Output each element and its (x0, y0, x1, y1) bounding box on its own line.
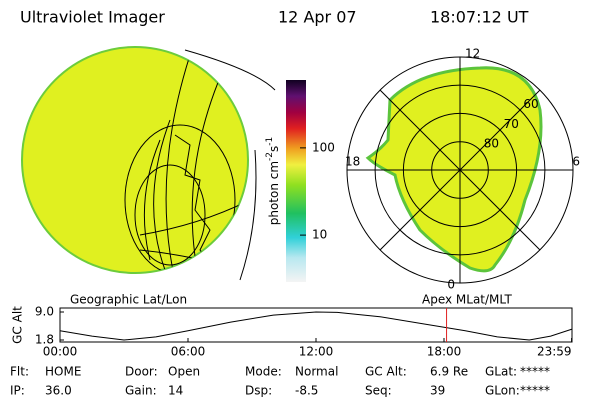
x-tick-label: 06:00 (171, 345, 206, 359)
mlt-label: 0 (447, 278, 455, 292)
altitude-line (59, 311, 573, 341)
field-value: 14 (168, 384, 183, 398)
field-value: 39 (430, 384, 445, 398)
colorbar-tick-label: 100 (312, 140, 335, 154)
mlat-ring (431, 141, 489, 199)
x-tick-label: 12:00 (299, 345, 334, 359)
mlat-ring (374, 84, 546, 256)
label-part: s (267, 146, 281, 152)
field-label: Gain: (125, 384, 157, 398)
field-label: GLon: (485, 384, 520, 398)
field-value: -8.5 (295, 384, 318, 398)
mlat-ring (402, 112, 518, 228)
colorbar (286, 80, 306, 282)
x-tick-label: 18:00 (427, 345, 462, 359)
panel-label: Apex MLat/MLT (422, 293, 512, 307)
label-part: -2 (265, 152, 275, 161)
field-label: Dsp: (245, 384, 272, 398)
field-value: 6.9 Re (430, 365, 468, 379)
field-value: 36.0 (45, 384, 72, 398)
field-label: Mode: (245, 365, 282, 379)
field-label: Flt: (10, 365, 29, 379)
field-value: Normal (295, 365, 338, 379)
colorbar-label: photon cm-2s-1 (265, 137, 281, 226)
field-value: ***** (520, 365, 550, 379)
label-part: photon cm (267, 161, 281, 225)
field-label: IP: (10, 384, 25, 398)
altitude-label: GC Alt (11, 306, 25, 344)
field-value: HOME (45, 365, 81, 379)
mlt-label: 6 (572, 155, 580, 169)
label-part: -1 (265, 137, 275, 146)
field-label: Seq: (365, 384, 392, 398)
date: 12 Apr 07 (278, 8, 357, 27)
x-tick-label: 00:00 (43, 345, 78, 359)
panel-label: Geographic Lat/Lon (70, 293, 187, 307)
field-value: ***** (520, 384, 550, 398)
x-tick-label: 23:59 (537, 345, 572, 359)
time: 18:07:12 UT (430, 8, 529, 27)
polar-image (346, 56, 574, 284)
mlat-label: 60 (523, 97, 538, 111)
field-label: GLat: (485, 365, 517, 379)
field-label: GC Alt: (365, 365, 407, 379)
mlat-label: 70 (504, 117, 519, 131)
field-value: Open (168, 365, 200, 379)
instrument: Ultraviolet Imager (20, 8, 165, 27)
mlat-label: 80 (484, 137, 499, 151)
colorbar-tick-label: 10 (312, 228, 327, 242)
field-label: Door: (125, 365, 158, 379)
geographic-image (21, 46, 276, 281)
mlt-label: 12 (465, 47, 480, 61)
y-tick-label: 1.8 (35, 333, 54, 347)
y-tick-label: 9.0 (35, 305, 54, 319)
mlt-label: 18 (345, 155, 360, 169)
